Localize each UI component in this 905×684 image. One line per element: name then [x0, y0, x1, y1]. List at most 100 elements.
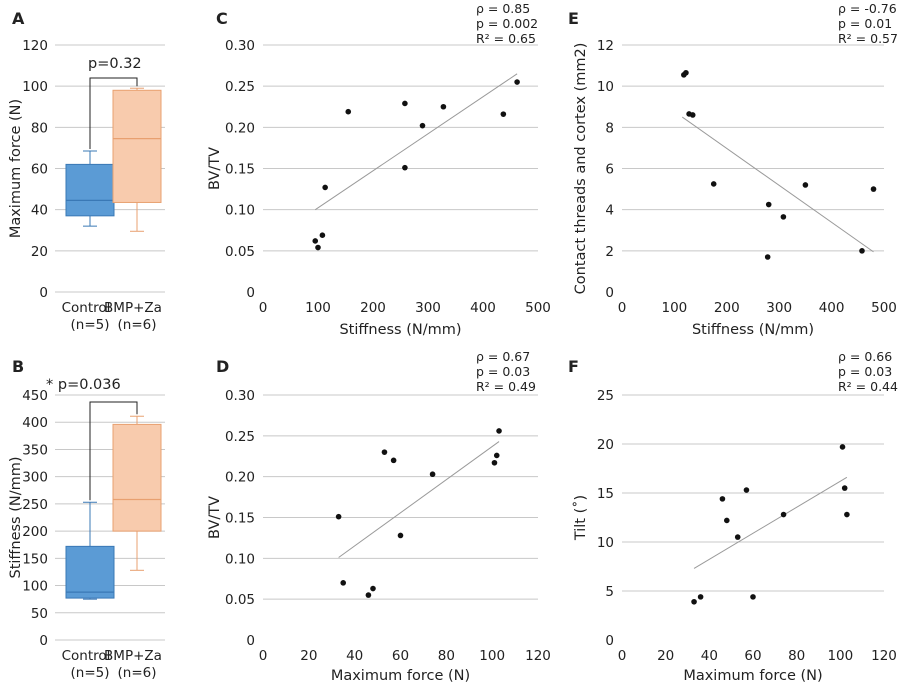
- panel-b-ylabel: Stiffness (N/mm): [8, 456, 24, 578]
- panel-d-ytick-label: 0.30: [225, 388, 255, 404]
- panel-d-data-point: [335, 513, 342, 520]
- panel-e-xlabel: Stiffness (N/mm): [692, 322, 814, 338]
- panel-c-ytick-label: 0.15: [225, 162, 255, 178]
- panel-f-data-point: [750, 594, 756, 600]
- panel-d-xtick-label: 80: [438, 648, 455, 664]
- panel-b-ytick-label: 400: [22, 415, 48, 431]
- panel-f-ytick-label: 20: [597, 437, 614, 453]
- panel-d-xlabel: Maximum force (N): [331, 668, 470, 684]
- panel-d-trendline: [338, 441, 500, 558]
- panel-f-ytick-label: 25: [597, 388, 614, 404]
- panel-a-ytick-label: 0: [39, 285, 48, 301]
- panel-b-ytick-label: 50: [31, 606, 48, 622]
- panel-f-data-point: [719, 496, 726, 502]
- panel-label-b: B: [12, 357, 24, 376]
- panel-c-xtick-label: 0: [259, 300, 268, 316]
- panel-b-bmp-za-box: [112, 423, 162, 532]
- panel-f-data-point: [724, 517, 730, 524]
- panel-e-data-point: [802, 182, 809, 188]
- panel-b-ytick-label: 150: [22, 551, 48, 567]
- panel-b-control-label: Control: [62, 648, 111, 664]
- panel-f-ylabel: Tilt (˚): [572, 495, 589, 541]
- panel-f-stat-p: p = 0.03: [838, 364, 892, 379]
- panel-b-p-value: * p=0.036: [46, 377, 121, 393]
- panel-b-ytick-label: 0: [39, 633, 48, 649]
- panel-b-bmp-za-label: BMP+Za: [104, 648, 162, 664]
- panel-a-significance-bracket: [89, 77, 138, 150]
- panel-f-xtick-label: 40: [701, 648, 718, 664]
- panel-e-xtick-label: 0: [618, 300, 627, 316]
- panel-c-data-point: [514, 79, 520, 85]
- panel-label-e: E: [568, 9, 579, 28]
- panel-f-data-point: [839, 444, 846, 450]
- panel-c-data-point: [500, 111, 507, 117]
- panel-c-data-point: [345, 108, 352, 115]
- panel-d-data-point: [491, 459, 498, 466]
- panel-c-ytick-label: 0: [246, 285, 255, 301]
- panel-f-xtick-label: 100: [827, 648, 853, 664]
- panel-a-ytick-label: 20: [31, 244, 48, 260]
- panel-c-stat-p: p = 0.002: [476, 16, 538, 31]
- panel-f-ytick-label: 10: [597, 535, 614, 551]
- panel-label-f: F: [568, 357, 579, 376]
- panel-c-data-point: [315, 244, 321, 251]
- panel-e-ytick-label: 10: [597, 79, 614, 95]
- panel-d-data-point: [496, 428, 502, 434]
- panel-e-data-point: [689, 112, 696, 118]
- panel-b-ytick-label: 100: [22, 579, 48, 595]
- panel-c-xtick-label: 300: [415, 300, 441, 316]
- panel-d-ytick-label: 0.15: [225, 511, 255, 527]
- panel-d-data-point: [381, 449, 388, 455]
- panel-label-a: A: [12, 9, 25, 28]
- panel-c-ytick-label: 0.25: [225, 79, 255, 95]
- panel-e-trendline: [681, 116, 874, 253]
- panel-label-d: D: [216, 357, 229, 376]
- panel-c-ytick-label: 0.10: [225, 203, 255, 219]
- panel-f-xtick-label: 20: [657, 648, 674, 664]
- panel-c-xtick-label: 400: [470, 300, 496, 316]
- panel-c-ytick-label: 0.30: [225, 38, 255, 54]
- panel-c-data-point: [312, 238, 319, 244]
- panel-f-xtick-label: 80: [788, 648, 805, 664]
- panel-c-data-point: [440, 103, 447, 110]
- panel-c-ylabel: BV/TV: [207, 147, 223, 190]
- panel-a-ytick-label: 60: [31, 162, 48, 178]
- panel-c-xtick-label: 100: [305, 300, 331, 316]
- panel-c-xtick-label: 500: [525, 300, 551, 316]
- panel-a-control-label: Control: [62, 300, 111, 316]
- panel-c-data-point: [419, 122, 426, 129]
- panel-e-xtick-label: 200: [714, 300, 740, 316]
- panel-a-bmp-za-label: BMP+Za: [104, 300, 162, 316]
- panel-e-data-point: [683, 69, 689, 76]
- panel-d-ytick-label: 0.05: [225, 592, 255, 608]
- panel-c-data-point: [322, 184, 328, 191]
- panel-e-xtick-label: 300: [766, 300, 792, 316]
- panel-c-data-point: [402, 100, 408, 107]
- panel-d-data-point: [429, 471, 436, 478]
- panel-d-xtick-label: 120: [525, 648, 551, 664]
- panel-b-significance-bracket: [89, 401, 138, 501]
- panel-d-data-point: [365, 592, 372, 598]
- panel-f-data-point: [691, 598, 697, 605]
- panel-b-control-n: (n=5): [71, 665, 110, 681]
- panel-e-xtick-label: 500: [871, 300, 897, 316]
- panel-f-data-point: [841, 485, 848, 491]
- panel-a-ytick-label: 100: [22, 79, 48, 95]
- panel-d-stat-p: p = 0.03: [476, 364, 530, 379]
- panel-d-stat-r2: R² = 0.49: [476, 379, 536, 394]
- panel-e-xtick-label: 400: [819, 300, 845, 316]
- panel-d-xtick-label: 0: [259, 648, 268, 664]
- panel-c-data-point: [402, 164, 408, 171]
- panel-d-data-point: [340, 580, 347, 586]
- panel-e-stat-rho: ρ = -0.76: [838, 1, 897, 16]
- panel-f-data-point: [697, 594, 704, 600]
- panel-d-data-point: [493, 452, 500, 459]
- panel-a-control-box: [65, 163, 115, 217]
- panel-a-control-n: (n=5): [71, 317, 110, 333]
- panel-e-ytick-label: 2: [605, 244, 614, 260]
- panel-e-ytick-label: 6: [605, 162, 614, 178]
- panel-d-ytick-label: 0.10: [225, 551, 255, 567]
- panel-e-stat-r2: R² = 0.57: [838, 31, 898, 46]
- panel-f-ytick-label: 0: [605, 633, 614, 649]
- panel-f-ytick-label: 5: [605, 584, 614, 600]
